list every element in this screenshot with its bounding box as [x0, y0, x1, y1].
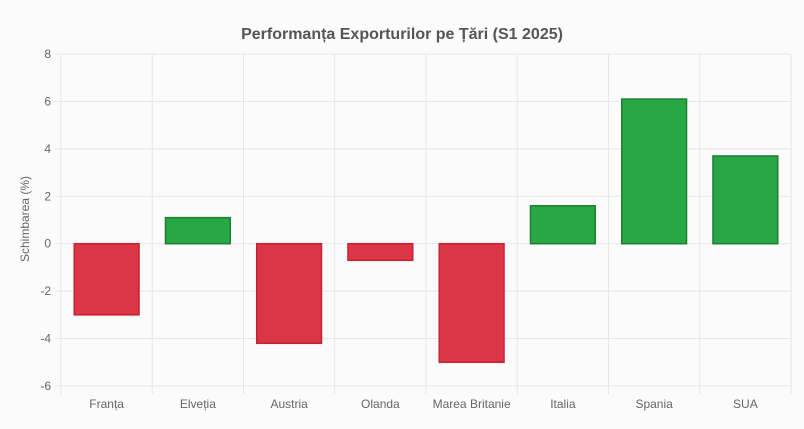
bar-negative[interactable] [255, 242, 323, 345]
y-axis-ticks: -6 -4 -2 0 2 4 6 8 [40, 47, 51, 393]
x-tick-label: Marea Britanie [433, 397, 511, 411]
x-tick-label: Olanda [361, 397, 400, 411]
bar-positive[interactable] [712, 155, 779, 245]
x-tick-label: Spania [635, 397, 673, 411]
x-tick-label: Elveția [180, 397, 216, 411]
bar-positive[interactable] [164, 216, 232, 245]
y-axis-title: Schimbarea (%) [18, 176, 32, 262]
y-tick-label: -6 [40, 379, 51, 393]
y-tick-label: -4 [40, 332, 51, 346]
y-tick-label: 2 [44, 189, 51, 203]
bar-positive[interactable] [620, 98, 688, 245]
y-tick-label: 6 [44, 94, 51, 108]
x-tick-label: SUA [733, 397, 758, 411]
bars [73, 98, 779, 364]
x-axis-ticks: Franța Elveția Austria Olanda Marea Britanie… [89, 397, 757, 411]
bar-negative[interactable] [73, 242, 140, 316]
y-tick-label: 4 [44, 142, 51, 156]
bar-negative[interactable] [438, 242, 505, 364]
x-tick-label: Italia [550, 397, 576, 411]
y-tick-label: 0 [44, 237, 51, 251]
y-tick-label: 8 [44, 47, 51, 61]
grid-lines [55, 53, 792, 394]
y-tick-label: -2 [40, 284, 51, 298]
x-tick-label: Franța [89, 397, 124, 411]
chart-title: Performanța Exporturilor pe Țări (S1 202… [241, 26, 563, 43]
bar-negative[interactable] [347, 242, 414, 262]
bar-positive[interactable] [529, 205, 597, 245]
x-tick-label: Austria [270, 397, 308, 411]
